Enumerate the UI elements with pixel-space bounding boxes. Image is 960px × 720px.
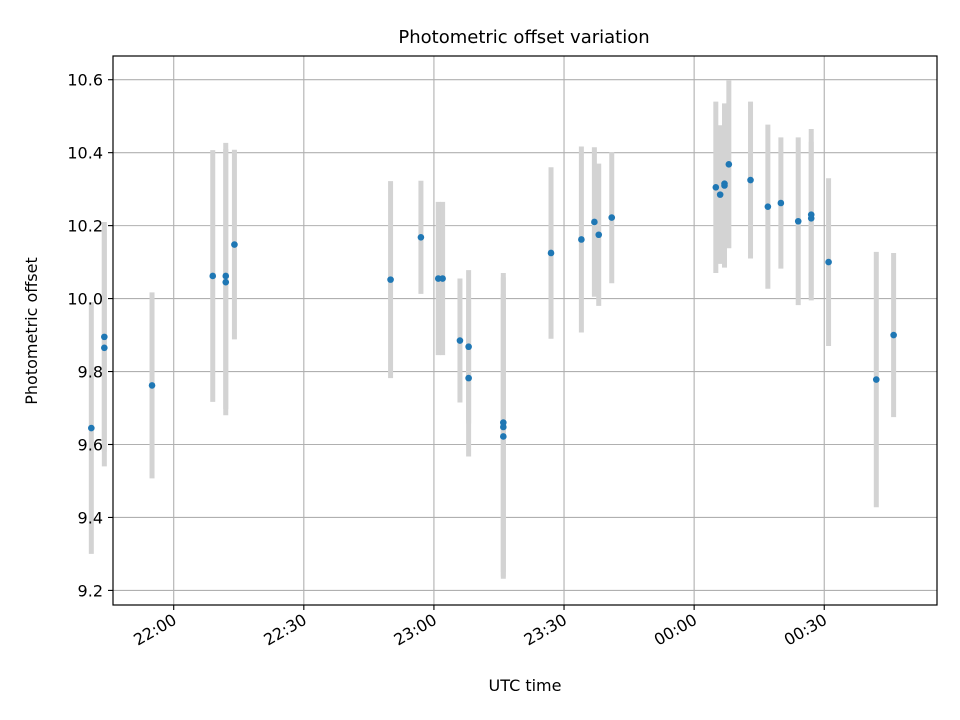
grid [113,56,937,605]
y-axis: 9.2 9.4 9.6 9.8 10.0 10.2 10.4 10.6 [67,71,113,600]
y-axis-label: Photometric offset [22,257,41,405]
data-point [148,382,156,389]
data-point [725,161,733,168]
data-point [387,276,394,283]
data-point [807,211,815,218]
data-point [764,203,772,210]
data-point [578,236,585,243]
data-point [777,199,785,207]
x-tick-label: 23:30 [521,610,570,650]
data-point [222,272,230,280]
x-tick-label: 22:00 [130,610,179,650]
data-point [456,337,464,344]
data-point [88,424,95,432]
y-tick-label: 9.2 [78,581,103,600]
data-point [712,184,720,191]
data-point [439,275,446,282]
data-point [825,258,832,266]
x-axis-label: UTC time [489,676,562,695]
y-tick-label: 9.8 [78,363,103,382]
data-point [547,249,555,257]
errorbars-layer [88,80,897,579]
y-tick-label: 10.0 [67,290,103,309]
y-tick-label: 10.2 [67,217,103,236]
x-axis: 22:00 22:30 23:00 23:30 00:00 00:30 [130,605,830,650]
data-point [465,343,472,351]
data-point [716,191,724,198]
data-point [231,241,238,248]
data-point [500,423,507,431]
data-point [101,333,108,341]
y-tick-label: 9.4 [78,508,103,527]
y-tick-label: 9.6 [78,435,103,454]
data-point [417,233,425,241]
data-point [890,331,897,339]
x-tick-label: 22:30 [260,610,309,650]
x-tick-label: 00:30 [781,610,830,650]
data-point [500,433,507,440]
x-tick-label: 23:00 [390,610,439,650]
data-point [209,272,217,280]
data-point [591,218,598,226]
data-point [721,180,728,187]
data-point [222,278,230,286]
plot-frame [112,55,938,606]
y-tick-label: 10.4 [67,144,103,163]
y-tick-label: 10.6 [67,71,103,90]
data-point [872,376,880,383]
data-point [747,176,754,184]
data-points-layer [88,161,897,440]
chart-title: Photometric offset variation [398,27,649,48]
data-point [595,231,603,239]
data-point [465,374,472,382]
data-point [101,344,108,352]
x-tick-label: 00:00 [651,610,700,650]
data-point [608,214,616,221]
data-point [794,217,802,225]
